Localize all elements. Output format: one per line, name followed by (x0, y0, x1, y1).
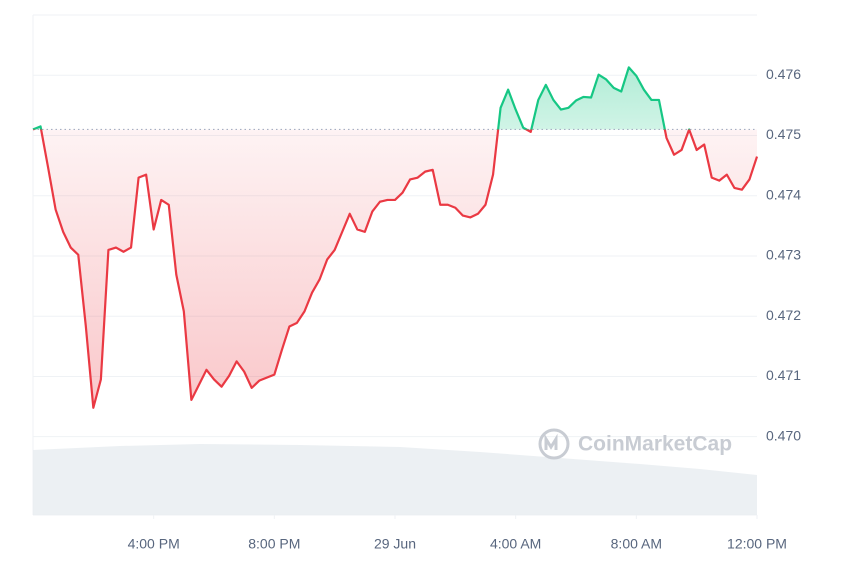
x-tick-label: 12:00 PM (727, 536, 787, 552)
logo-ring (538, 428, 570, 460)
x-tick-label: 29 Jun (374, 536, 416, 552)
x-tick-label: 4:00 AM (490, 536, 541, 552)
price-area (33, 67, 757, 408)
y-tick-label: 0.470 (766, 427, 801, 443)
y-tick-label: 0.473 (766, 247, 801, 263)
y-tick-label: 0.475 (766, 126, 801, 142)
x-tick-label: 8:00 AM (611, 536, 662, 552)
y-tick-label: 0.472 (766, 307, 801, 323)
y-tick-label: 0.474 (766, 186, 801, 202)
price-line (32, 66, 759, 409)
logo-mark (544, 433, 558, 450)
y-tick-label: 0.476 (766, 66, 801, 82)
x-tick-label: 8:00 PM (248, 536, 300, 552)
volume-area (33, 444, 757, 515)
watermark: CoinMarketCap (538, 428, 732, 460)
x-tick-label: 4:00 PM (128, 536, 180, 552)
y-tick-label: 0.471 (766, 367, 801, 383)
watermark-text: CoinMarketCap (578, 433, 732, 456)
